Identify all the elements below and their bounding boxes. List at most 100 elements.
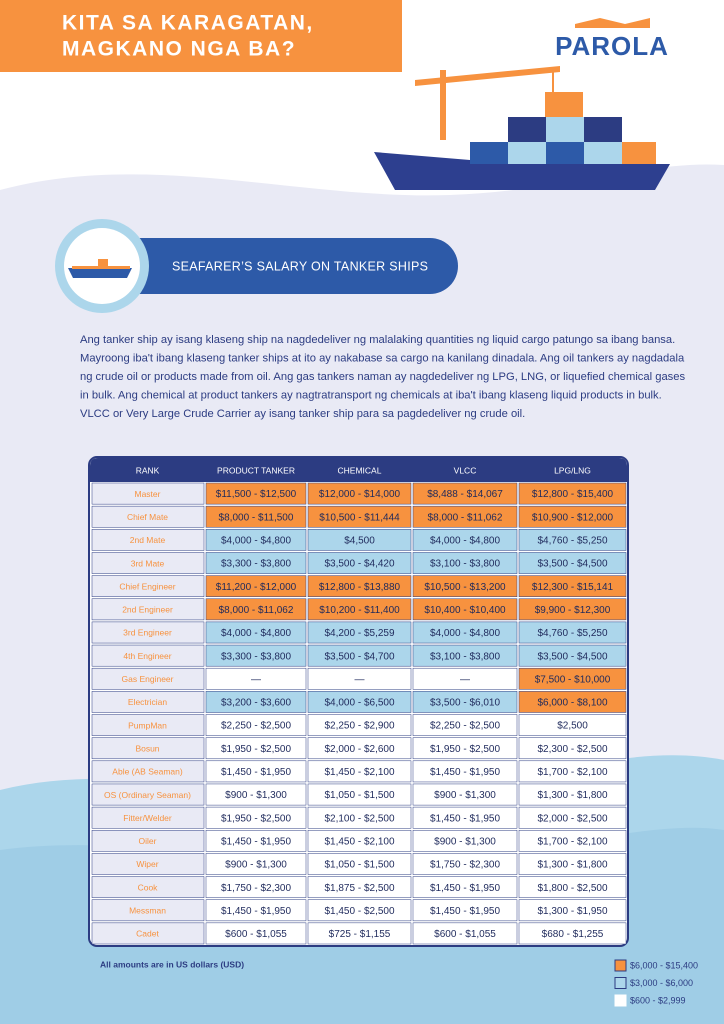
salary-value: $1,700 - $2,100 [537,767,607,778]
salary-value: $3,500 - $6,010 [430,698,500,709]
salary-cell [205,714,307,736]
salary-cell [307,529,412,551]
salary-cell [205,482,307,505]
salary-value: $10,900 - $12,000 [532,512,614,523]
salary-cell [412,853,518,875]
salary-value: $600 - $1,055 [225,929,287,940]
salary-cell [307,876,412,898]
salary-cell [205,505,307,528]
rank-cell [91,806,205,829]
rank-label: 2nd Mate [130,535,166,545]
salary-cell [205,899,307,922]
salary-value: $1,950 - $2,500 [221,744,291,755]
salary-value: $8,000 - $11,500 [219,512,294,523]
rank-cell [91,529,205,551]
salary-value: $900 - $1,300 [434,790,496,801]
salary-value: $12,800 - $13,880 [319,582,401,593]
salary-cell [518,853,627,875]
salary-cell [412,737,518,760]
icon-cabin [98,259,108,266]
salary-value: $3,500 - $4,420 [324,559,394,570]
salary-cell [518,830,627,852]
salary-cell [205,621,307,644]
salary-value: $900 - $1,300 [225,790,287,801]
legend-label: $600 - $2,999 [630,995,686,1005]
rank-label: Wiper [136,859,158,869]
salary-cell [518,621,627,644]
ship-illustration [374,66,670,190]
salary-value: $3,100 - $3,800 [430,559,500,570]
legend-label: $3,000 - $6,000 [630,978,693,988]
salary-cell [205,853,307,875]
rank-label: 3rd Mate [131,558,165,568]
salary-value: $10,500 - $13,200 [424,582,506,593]
salary-cell [412,783,518,806]
salary-value: $3,500 - $4,500 [537,651,607,662]
salary-value: $4,500 [344,536,375,547]
salary-value: $8,000 - $11,062 [428,512,503,523]
salary-cell [412,899,518,922]
rank-label: Electrician [128,697,167,707]
salary-cell [307,899,412,922]
salary-cell [518,552,627,574]
salary-value: $1,050 - $1,500 [324,860,394,871]
salary-cell [412,644,518,667]
rank-cell [91,598,205,621]
rank-label: Fitter/Welder [123,813,172,823]
table-header: CHEMICAL [338,465,382,475]
table-header: VLCC [454,465,477,475]
salary-cell [307,806,412,829]
salary-cell [205,691,307,713]
salary-value: $2,250 - $2,900 [324,721,394,732]
rank-label: PumpMan [128,720,167,730]
salary-value: $1,800 - $2,500 [537,883,607,894]
rank-label: 3rd Engineer [123,628,172,638]
salary-value: $1,450 - $2,100 [324,836,394,847]
salary-cell [518,899,627,922]
salary-cell [205,644,307,667]
salary-cell [307,644,412,667]
salary-cell [307,737,412,760]
salary-cell [412,760,518,783]
rank-cell [91,783,205,806]
header-title: MAGKANO NGA BA? [62,38,296,61]
salary-value: $1,300 - $1,800 [537,860,607,871]
salary-cell [412,806,518,829]
salary-cell [412,598,518,621]
rank-cell [91,922,205,945]
intro-line: ng crude oil or products made from oil. … [80,371,685,383]
salary-cell [205,830,307,852]
salary-value: $7,500 - $10,000 [535,674,611,685]
salary-cell [412,482,518,505]
rank-cell [91,575,205,597]
salary-value: $1,750 - $2,300 [221,883,291,894]
salary-value: $3,100 - $3,800 [430,651,500,662]
salary-cell [518,667,627,690]
salary-value: $4,760 - $5,250 [537,536,607,547]
salary-cell [307,760,412,783]
salary-cell [307,853,412,875]
salary-cell [307,714,412,736]
salary-value: $1,450 - $1,950 [221,767,291,778]
salary-value: $1,950 - $2,500 [221,813,291,824]
salary-cell [518,529,627,551]
salary-value: $1,050 - $1,500 [324,790,394,801]
icon-deck [72,266,130,269]
salary-cell [412,876,518,898]
salary-value: $2,000 - $2,600 [324,744,394,755]
salary-value: $12,000 - $14,000 [319,489,401,500]
salary-cell [307,783,412,806]
footnote: All amounts are in US dollars (USD) [100,959,244,969]
salary-cell [307,667,412,690]
salary-cell [412,505,518,528]
salary-cell [412,667,518,690]
intro-line: VLCC or Very Large Crude Carrier ay isan… [80,408,525,420]
legend: $6,000 - $15,400 $3,000 - $6,000 $600 - $2… [614,959,698,1007]
rank-label: OS (Ordinary Seaman) [104,790,191,800]
salary-cell [205,806,307,829]
table-header: RANK [136,465,160,475]
legend-swatch [614,959,627,972]
salary-value: — [460,674,470,685]
salary-cell [412,830,518,852]
salary-cell [518,806,627,829]
